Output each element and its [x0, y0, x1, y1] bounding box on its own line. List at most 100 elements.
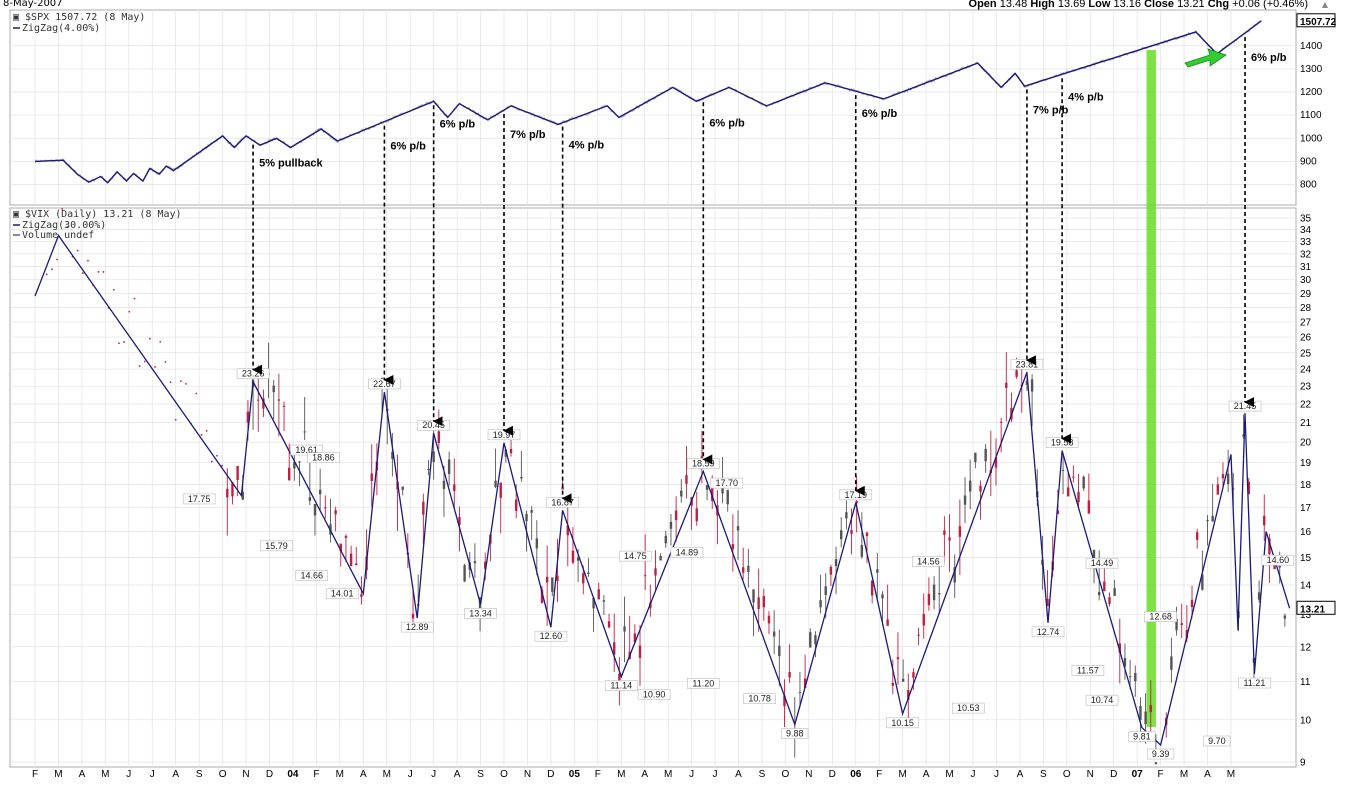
vix-candle: [643, 575, 647, 577]
vix-candle: [401, 486, 404, 490]
value-label: 11.21: [1243, 678, 1265, 688]
value-label-box: [886, 717, 919, 729]
spx-y-tick: 1400: [1300, 41, 1323, 52]
vix-y-tick: 34: [1300, 225, 1312, 236]
vix-candle: [509, 448, 513, 454]
vix-dot: [200, 433, 203, 436]
value-label-box: [687, 678, 720, 689]
vix-candle: [1283, 615, 1287, 619]
chg-label: Chg: [1207, 0, 1230, 10]
vix-candle: [592, 597, 595, 609]
vix-candle: [633, 633, 637, 643]
vix-candle: [1113, 588, 1116, 596]
spx-y-tick: 1100: [1300, 110, 1322, 121]
vix-candle: [824, 586, 827, 595]
vix-candle: [566, 525, 569, 536]
value-label-box: [604, 680, 638, 691]
x-tick-label: 07: [1132, 769, 1144, 780]
vix-dot: [87, 259, 89, 262]
x-tick-label: N: [805, 769, 812, 780]
vix-candle: [1005, 382, 1008, 388]
vix-y-tick: 9: [1300, 758, 1306, 769]
triangle-up-icon[interactable]: ▲: [1321, 0, 1328, 9]
vix-y-tick: 23: [1300, 382, 1312, 393]
vix-candle: [1061, 469, 1065, 471]
vix-candle: [705, 485, 709, 490]
value-label-box: [1085, 557, 1119, 569]
vix-candle: [576, 557, 580, 561]
value-label: 10.53: [957, 703, 980, 713]
vix-candle: [1097, 591, 1101, 596]
vix-candle: [850, 530, 853, 534]
vix-dot: [61, 208, 64, 210]
value-label-box: [307, 452, 340, 463]
spx-y-tick: 1200: [1300, 87, 1323, 98]
vix-candle: [623, 626, 626, 632]
vix-dot: [50, 268, 53, 271]
spx-last-value: 1507.72: [1300, 17, 1337, 28]
vix-y-tick: 10: [1300, 715, 1312, 726]
highlight-band: [1146, 50, 1156, 727]
vix-y-tick: 35: [1300, 214, 1312, 225]
x-tick-label: N: [242, 769, 249, 780]
spx-y-tick: 800: [1300, 180, 1317, 191]
vix-dot: [210, 460, 213, 463]
vix-dot: [169, 381, 172, 384]
vix-candle: [932, 584, 936, 601]
vix-candle: [391, 451, 394, 459]
x-tick-label: A: [172, 769, 179, 780]
vix-candle: [840, 530, 843, 540]
vix-candle: [1195, 532, 1199, 540]
vix-candle: [458, 516, 461, 526]
open-value: 13.48: [999, 0, 1028, 10]
vix-candle: [845, 512, 848, 519]
x-tick-label: M: [617, 769, 625, 780]
vix-candle: [535, 538, 539, 549]
chart-header: 8-May-2007 Open 13.48 High 13.69 Low 13.…: [0, 0, 1370, 10]
value-label: 10.90: [643, 689, 666, 699]
pullback-annotation: 5% pullback: [259, 158, 323, 170]
vix-candle: [1175, 618, 1178, 631]
vix-candle: [571, 550, 575, 563]
value-label: 13.34: [469, 608, 492, 618]
vix-y-tick: 20: [1300, 438, 1312, 449]
x-tick-label: A: [454, 769, 461, 780]
vix-y-tick: 22: [1300, 399, 1312, 410]
spx-title: ▣ $SPX 1507.72 (8 May): [13, 12, 145, 23]
vix-candle: [411, 613, 415, 619]
x-tick-label: J: [150, 769, 155, 780]
vix-candle: [999, 421, 1003, 423]
value-label: 19.97: [493, 430, 516, 440]
pullback-annotation: 4% p/b: [1068, 91, 1104, 103]
x-tick-label: A: [79, 769, 86, 780]
x-tick-label: S: [1040, 769, 1047, 780]
x-tick-label: M: [1227, 769, 1235, 780]
value-label-box: [637, 688, 671, 700]
value-label: 23.81: [1016, 359, 1039, 369]
vix-y-tick: 11: [1300, 677, 1311, 688]
value-label-box: [534, 630, 568, 642]
vix-candle: [984, 448, 987, 462]
value-label: 10.78: [748, 694, 771, 704]
vix-candle: [1077, 491, 1080, 503]
vix-dot: [45, 273, 48, 276]
value-label-box: [912, 556, 945, 567]
vix-candle: [287, 467, 291, 481]
vix-candle: [355, 563, 358, 566]
vix-candle: [685, 475, 688, 484]
vix-candle: [453, 484, 456, 491]
value-label: 21.45: [1234, 401, 1257, 411]
vix-y-tick: 14: [1300, 581, 1312, 592]
vix-candle: [587, 572, 590, 575]
x-tick-label: 06: [850, 769, 862, 780]
vix-dot: [159, 340, 162, 343]
value-label: 17.19: [844, 490, 867, 500]
x-tick-label: D: [266, 769, 273, 780]
value-label-box: [1203, 735, 1231, 747]
vix-candle: [891, 682, 895, 686]
vix-y-tick: 28: [1300, 303, 1312, 314]
vix-candle: [731, 544, 735, 550]
low-value: 13.16: [1113, 0, 1142, 10]
vix-dot: [185, 383, 187, 385]
